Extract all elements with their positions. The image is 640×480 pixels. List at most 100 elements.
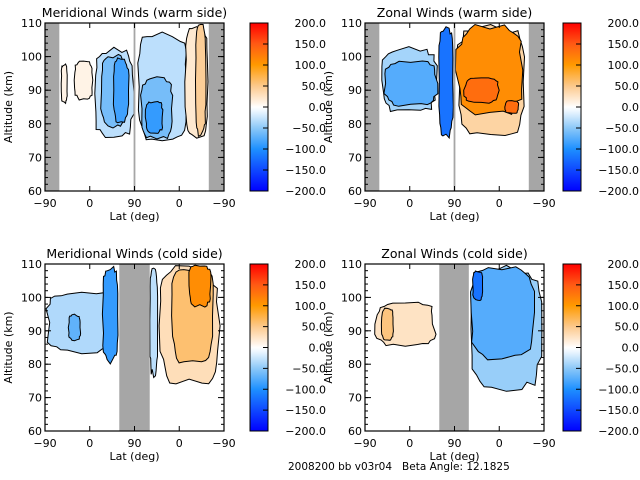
colorbar-tick-label: −200.0: [285, 425, 326, 438]
x-axis-label: Lat (deg): [110, 450, 160, 463]
y-tick-label: 100: [21, 291, 42, 304]
colorbar-tick-label: 150.0: [608, 279, 640, 292]
colorbar-tick-label: 50.0: [615, 321, 640, 334]
colorbar-tick-label: 150.0: [295, 38, 327, 51]
colorbar-tick-label: 100.0: [295, 300, 327, 313]
colorbar-tick-label: 0.0: [309, 101, 327, 114]
colorbar-tick-label: 50.0: [302, 80, 327, 93]
contour-region: [149, 267, 159, 379]
y-tick-label: 90: [348, 325, 362, 338]
x-axis-label: Lat (deg): [430, 450, 480, 463]
contour-region: [504, 100, 520, 114]
x-tick-label: 0: [176, 437, 183, 450]
y-tick-label: 60: [348, 425, 362, 438]
no-data-band: [133, 23, 136, 191]
colorbar-tick-label: 200.0: [608, 17, 640, 30]
colorbar-tick-label: 100.0: [608, 300, 640, 313]
y-axis-label: Altitude (km): [2, 311, 15, 383]
contour-region: [472, 270, 484, 302]
y-tick-label: 70: [28, 392, 42, 405]
x-tick-label: 90: [448, 197, 462, 210]
x-tick-label: 0: [86, 197, 93, 210]
colorbar-tick-label: −100.0: [598, 383, 639, 396]
colorbar-tick-label: −200.0: [598, 425, 639, 438]
y-tick-label: 90: [348, 84, 362, 97]
x-tick-label: 90: [128, 197, 142, 210]
y-axis-label: Altitude (km): [322, 71, 335, 143]
contour-region: [469, 266, 535, 361]
colorbar-tick-label: −150.0: [598, 164, 639, 177]
x-tick-label: −90: [33, 437, 56, 450]
colorbar-tick-label: 50.0: [302, 321, 327, 334]
chart-panel-3: 60 70 80 90 100 110 −90 0 90 0 −90 Lat (deg) Altitud…: [2, 246, 326, 463]
y-tick-label: 110: [341, 258, 362, 271]
x-tick-label: −90: [532, 437, 555, 450]
colorbar-tick-label: −150.0: [285, 404, 326, 417]
colorbar-tick-label: 200.0: [295, 17, 327, 30]
chart-title: Zonal Winds (warm side): [377, 5, 532, 20]
contour-region: [73, 60, 94, 101]
chart-title: Meridional Winds (cold side): [46, 246, 222, 261]
colorbar-tick-label: −50.0: [292, 122, 326, 135]
x-tick-label: −90: [212, 437, 235, 450]
colorbar-tick-label: 150.0: [295, 279, 327, 292]
colorbar-tick-label: −50.0: [292, 362, 326, 375]
x-axis-label: Lat (deg): [430, 210, 480, 223]
x-tick-label: −90: [353, 197, 376, 210]
contour-region: [101, 265, 119, 365]
x-axis-label: Lat (deg): [110, 210, 160, 223]
x-tick-label: 0: [176, 197, 183, 210]
y-tick-label: 60: [28, 425, 42, 438]
chart-panel-2: 60 70 80 90 100 110 −90 0 90 0 −90 Lat (deg) Altitud…: [322, 5, 639, 223]
footer-text: 2008200 bb v03r04 Beta Angle: 12.1825: [288, 461, 510, 473]
no-data-band: [528, 23, 544, 191]
contour-region: [380, 307, 394, 341]
y-tick-label: 70: [28, 151, 42, 164]
y-tick-label: 100: [341, 291, 362, 304]
y-axis-label: Altitude (km): [2, 71, 15, 143]
contour-region: [60, 63, 68, 105]
colorbar-tick-label: 50.0: [615, 80, 640, 93]
y-tick-label: 100: [21, 51, 42, 64]
y-tick-label: 60: [28, 185, 42, 198]
contour-region: [194, 23, 207, 138]
y-tick-label: 90: [28, 84, 42, 97]
y-tick-label: 80: [348, 118, 362, 131]
y-tick-label: 100: [341, 51, 362, 64]
x-tick-label: 0: [496, 437, 503, 450]
x-tick-label: 0: [406, 197, 413, 210]
chart-title: Meridional Winds (warm side): [42, 5, 227, 20]
contour-region: [383, 60, 439, 107]
x-tick-label: −90: [353, 437, 376, 450]
contour-region: [188, 264, 212, 308]
colorbar-tick-label: −100.0: [285, 383, 326, 396]
colorbar-tick-label: −100.0: [598, 143, 639, 156]
y-tick-label: 110: [21, 258, 42, 271]
colorbar-tick-label: −50.0: [605, 122, 639, 135]
contour-region: [112, 57, 130, 124]
no-data-band: [208, 23, 224, 191]
y-tick-label: 80: [28, 358, 42, 371]
contour-region: [144, 100, 164, 134]
colorbar-tick-label: 100.0: [608, 59, 640, 72]
colorbar-tick-label: −100.0: [285, 143, 326, 156]
y-axis-label: Altitude (km): [322, 311, 335, 383]
y-tick-label: 70: [348, 151, 362, 164]
contour-region: [438, 26, 454, 140]
x-tick-label: −90: [33, 197, 56, 210]
no-data-band: [119, 264, 150, 431]
y-tick-label: 80: [28, 118, 42, 131]
y-tick-label: 110: [21, 17, 42, 30]
colorbar-tick-label: 150.0: [608, 38, 640, 51]
x-tick-label: 0: [406, 437, 413, 450]
colorbar-tick-label: 0.0: [622, 101, 640, 114]
chart-panel-4: 60 70 80 90 100 110 −90 0 90 0 −90 Lat (deg) Altitud…: [322, 246, 639, 463]
no-data-band: [439, 264, 469, 431]
y-tick-label: 60: [348, 185, 362, 198]
x-tick-label: 90: [128, 437, 142, 450]
colorbar-tick-label: −200.0: [285, 185, 326, 198]
y-tick-label: 70: [348, 392, 362, 405]
y-tick-label: 110: [341, 17, 362, 30]
y-tick-label: 90: [28, 325, 42, 338]
